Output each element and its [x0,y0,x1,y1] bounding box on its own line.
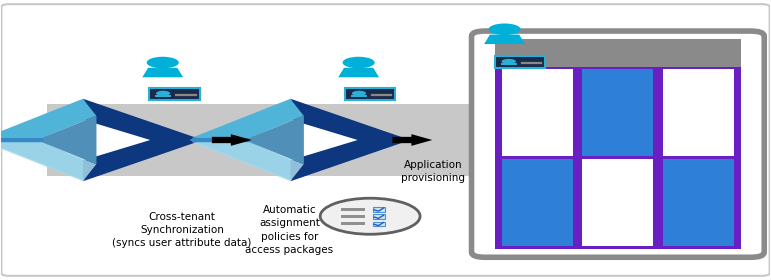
Text: Application
provisioning: Application provisioning [401,160,465,183]
Text: Cross-tenant
Synchronization
(syncs user attribute data): Cross-tenant Synchronization (syncs user… [113,212,251,248]
Circle shape [156,91,170,96]
Circle shape [320,198,420,234]
Bar [502,69,573,156]
Polygon shape [192,137,250,143]
Polygon shape [0,100,83,180]
Text: Automatic
assignment
policies for
access packages: Automatic assignment policies for access… [245,205,334,255]
FancyBboxPatch shape [372,207,386,212]
Bar [662,159,733,246]
FancyBboxPatch shape [372,214,386,219]
Polygon shape [246,120,291,160]
Polygon shape [351,95,367,97]
Bar [342,208,365,211]
Circle shape [489,24,520,35]
Bar [494,67,741,249]
Bar [502,159,573,246]
FancyBboxPatch shape [472,31,764,257]
Circle shape [502,59,516,64]
FancyArrow shape [212,134,252,146]
Polygon shape [83,100,200,180]
Polygon shape [83,99,200,141]
Bar [48,104,554,176]
Bar [582,159,653,246]
Bar [662,69,733,156]
Polygon shape [190,100,291,180]
Polygon shape [484,34,525,44]
Polygon shape [338,68,379,77]
FancyBboxPatch shape [345,88,396,100]
Polygon shape [0,137,42,143]
Circle shape [352,91,366,96]
Polygon shape [291,139,407,181]
Polygon shape [192,99,304,137]
Polygon shape [83,139,200,181]
FancyBboxPatch shape [372,221,386,226]
Polygon shape [0,143,96,181]
Bar [494,39,741,67]
Polygon shape [42,116,96,164]
Circle shape [146,57,179,68]
Polygon shape [155,95,171,97]
Bar [342,222,365,225]
Polygon shape [250,116,304,164]
FancyBboxPatch shape [2,4,769,276]
FancyArrow shape [392,134,433,146]
Polygon shape [83,120,150,160]
Polygon shape [500,63,517,65]
Polygon shape [39,120,83,160]
Bar [342,215,365,218]
Polygon shape [0,99,96,137]
Bar [582,69,653,156]
Polygon shape [192,143,304,181]
Polygon shape [291,100,407,180]
Polygon shape [291,99,407,141]
Circle shape [342,57,375,68]
Polygon shape [143,68,183,77]
FancyBboxPatch shape [149,88,200,100]
Polygon shape [291,120,358,160]
FancyBboxPatch shape [494,57,545,68]
